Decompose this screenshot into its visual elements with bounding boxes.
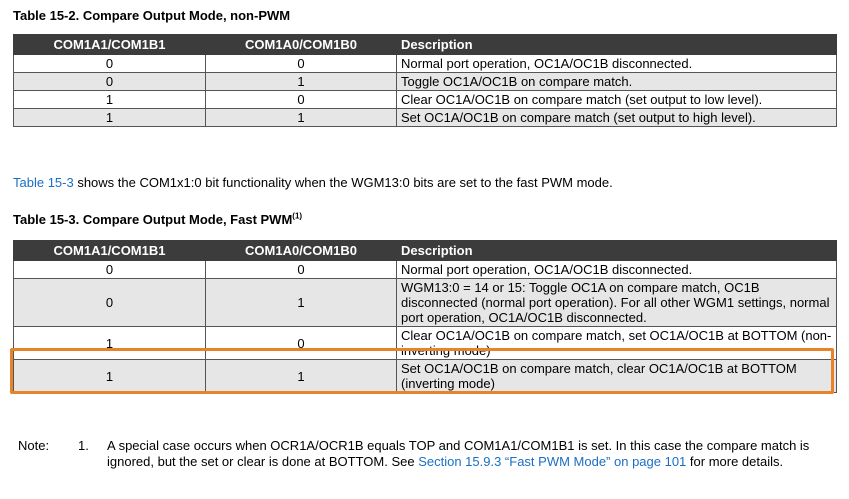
table1: COM1A1/COM1B1 COM1A0/COM1B0 Description … — [13, 34, 837, 127]
table-cell: 0 — [13, 260, 206, 279]
note-label: Note: — [18, 438, 50, 453]
table-cell: WGM13:0 = 14 or 15: Toggle OC1A on compa… — [396, 278, 837, 327]
table-row: 0 1 WGM13:0 = 14 or 15: Toggle OC1A on c… — [13, 278, 837, 327]
note-index: 1. — [78, 438, 89, 453]
table-cell: 1 — [13, 108, 206, 127]
table-cell: 1 — [205, 278, 397, 327]
table2-caption: Table 15-3. Compare Output Mode, Fast PW… — [13, 211, 303, 227]
table2-header-description: Description — [396, 240, 837, 261]
table1-caption: Table 15-2. Compare Output Mode, non-PWM — [13, 8, 291, 23]
note-body: A special case occurs when OCR1A/OCR1B e… — [107, 438, 810, 469]
table2-header-com1a0: COM1A0/COM1B0 — [205, 240, 397, 261]
table-cell: 0 — [205, 90, 397, 109]
table1-header-com1a1: COM1A1/COM1B1 — [13, 34, 206, 55]
table-cell: 0 — [13, 72, 206, 91]
table-cell: Set OC1A/OC1B on compare match, clear OC… — [396, 359, 837, 393]
table-cell: 1 — [205, 108, 397, 127]
table1-header-description: Description — [396, 34, 837, 55]
table-cell: 0 — [13, 54, 206, 73]
table-cell: 1 — [13, 326, 206, 360]
table2: COM1A1/COM1B1 COM1A0/COM1B0 Description … — [13, 240, 837, 393]
table-cell: Clear OC1A/OC1B on compare match, set OC… — [396, 326, 837, 360]
table-row: 0 1 Toggle OC1A/OC1B on compare match. — [13, 72, 837, 91]
table-cell: 0 — [205, 326, 397, 360]
table-cell: 0 — [205, 54, 397, 73]
paragraph-text: shows the COM1x1:0 bit functionality whe… — [73, 175, 613, 190]
table-row: 0 0 Normal port operation, OC1A/OC1B dis… — [13, 260, 837, 279]
table-row: 1 0 Clear OC1A/OC1B on compare match (se… — [13, 90, 837, 109]
table2-header-row: COM1A1/COM1B1 COM1A0/COM1B0 Description — [13, 240, 837, 261]
table-15-3-link[interactable]: Table 15-3 — [13, 175, 74, 190]
table-cell: 1 — [13, 90, 206, 109]
section-15-9-3-link[interactable]: Section 15.9.3 “Fast PWM Mode” on page 1… — [418, 454, 687, 469]
table-row: 0 0 Normal port operation, OC1A/OC1B dis… — [13, 54, 837, 73]
body-paragraph: Table 15-3 shows the COM1x1:0 bit functi… — [13, 175, 613, 191]
table-cell: Normal port operation, OC1A/OC1B disconn… — [396, 260, 837, 279]
footnote: Note: 1. A special case occurs when OCR1… — [18, 438, 838, 470]
table-cell: 1 — [205, 359, 397, 393]
table-cell: Toggle OC1A/OC1B on compare match. — [396, 72, 837, 91]
table-row: 1 0 Clear OC1A/OC1B on compare match, se… — [13, 326, 837, 360]
table-row: 1 1 Set OC1A/OC1B on compare match (set … — [13, 108, 837, 127]
table-cell: 0 — [205, 260, 397, 279]
table2-header-com1a1: COM1A1/COM1B1 — [13, 240, 206, 261]
footnote-marker: (1) — [292, 211, 303, 221]
table-row: 1 1 Set OC1A/OC1B on compare match, clea… — [13, 359, 837, 393]
table-cell: Set OC1A/OC1B on compare match (set outp… — [396, 108, 837, 127]
table-cell: Normal port operation, OC1A/OC1B disconn… — [396, 54, 837, 73]
table-cell: Clear OC1A/OC1B on compare match (set ou… — [396, 90, 837, 109]
table-cell: 1 — [13, 359, 206, 393]
table1-header-row: COM1A1/COM1B1 COM1A0/COM1B0 Description — [13, 34, 837, 55]
table-cell: 1 — [205, 72, 397, 91]
table1-header-com1a0: COM1A0/COM1B0 — [205, 34, 397, 55]
table-cell: 0 — [13, 278, 206, 327]
